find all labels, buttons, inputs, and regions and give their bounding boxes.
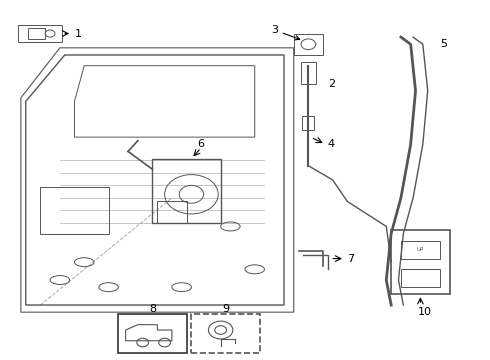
Text: 2: 2 [328,78,335,89]
Bar [401,241,440,258]
Bar [19,24,62,42]
Text: 3: 3 [271,25,300,40]
Text: 4: 4 [328,139,335,149]
Bar [294,33,323,55]
Bar [401,269,440,287]
Text: 6: 6 [197,139,205,149]
Text: 10: 10 [418,307,432,317]
Text: UP: UP [417,247,424,252]
Bar [192,314,260,353]
Text: 7: 7 [347,253,354,264]
Bar [152,158,220,223]
Text: 1: 1 [74,28,81,39]
Bar [157,202,187,223]
Bar [302,116,314,130]
Text: 8: 8 [149,303,156,314]
Bar [28,28,45,39]
Bar [391,230,450,294]
Text: 5: 5 [440,39,447,49]
Bar [301,62,316,84]
Text: 9: 9 [222,303,229,314]
Bar [118,314,187,353]
